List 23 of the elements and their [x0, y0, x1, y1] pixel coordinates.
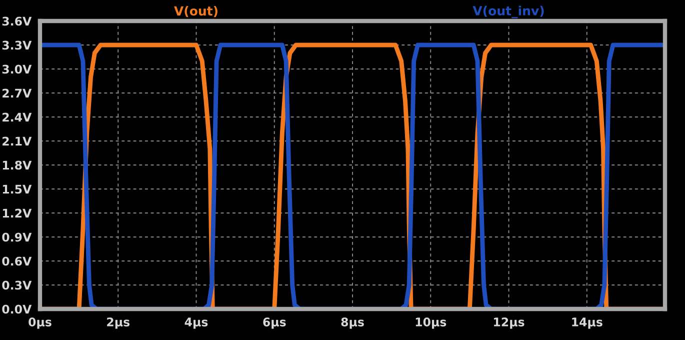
x-tick-label: 4µs	[184, 318, 208, 329]
x-tick-label: 2µs	[107, 318, 130, 329]
y-tick-label: 2.4V	[2, 112, 32, 122]
y-tick-label: 1.8V	[2, 160, 32, 170]
y-tick-label: 0.0V	[2, 304, 32, 314]
y-tick-label: 2.1V	[2, 136, 32, 146]
y-tick-label: 1.2V	[2, 208, 32, 218]
x-tick-label: 6µs	[263, 318, 286, 329]
text: V(out_inv)	[472, 6, 544, 18]
y-tick-label: 0.9V	[2, 232, 32, 242]
x-tick-label: 14µs	[572, 318, 602, 329]
x-tick-label: 8µs	[341, 318, 364, 329]
y-tick-label: 3.0V	[2, 64, 32, 74]
y-tick-label: 0.6V	[2, 256, 32, 266]
y-tick-label: 2.7V	[2, 88, 32, 98]
y-tick-label: 3.3V	[2, 40, 32, 50]
y-tick-label: 1.5V	[2, 184, 32, 194]
text: V(out)	[174, 6, 218, 18]
y-tick-label: 3.6V	[2, 16, 32, 26]
x-tick-label: 10µs	[416, 318, 446, 329]
x-tick-label: 0µs	[28, 318, 52, 329]
y-tick-label: 0.3V	[2, 280, 32, 290]
x-tick-label: 12µs	[494, 318, 524, 329]
